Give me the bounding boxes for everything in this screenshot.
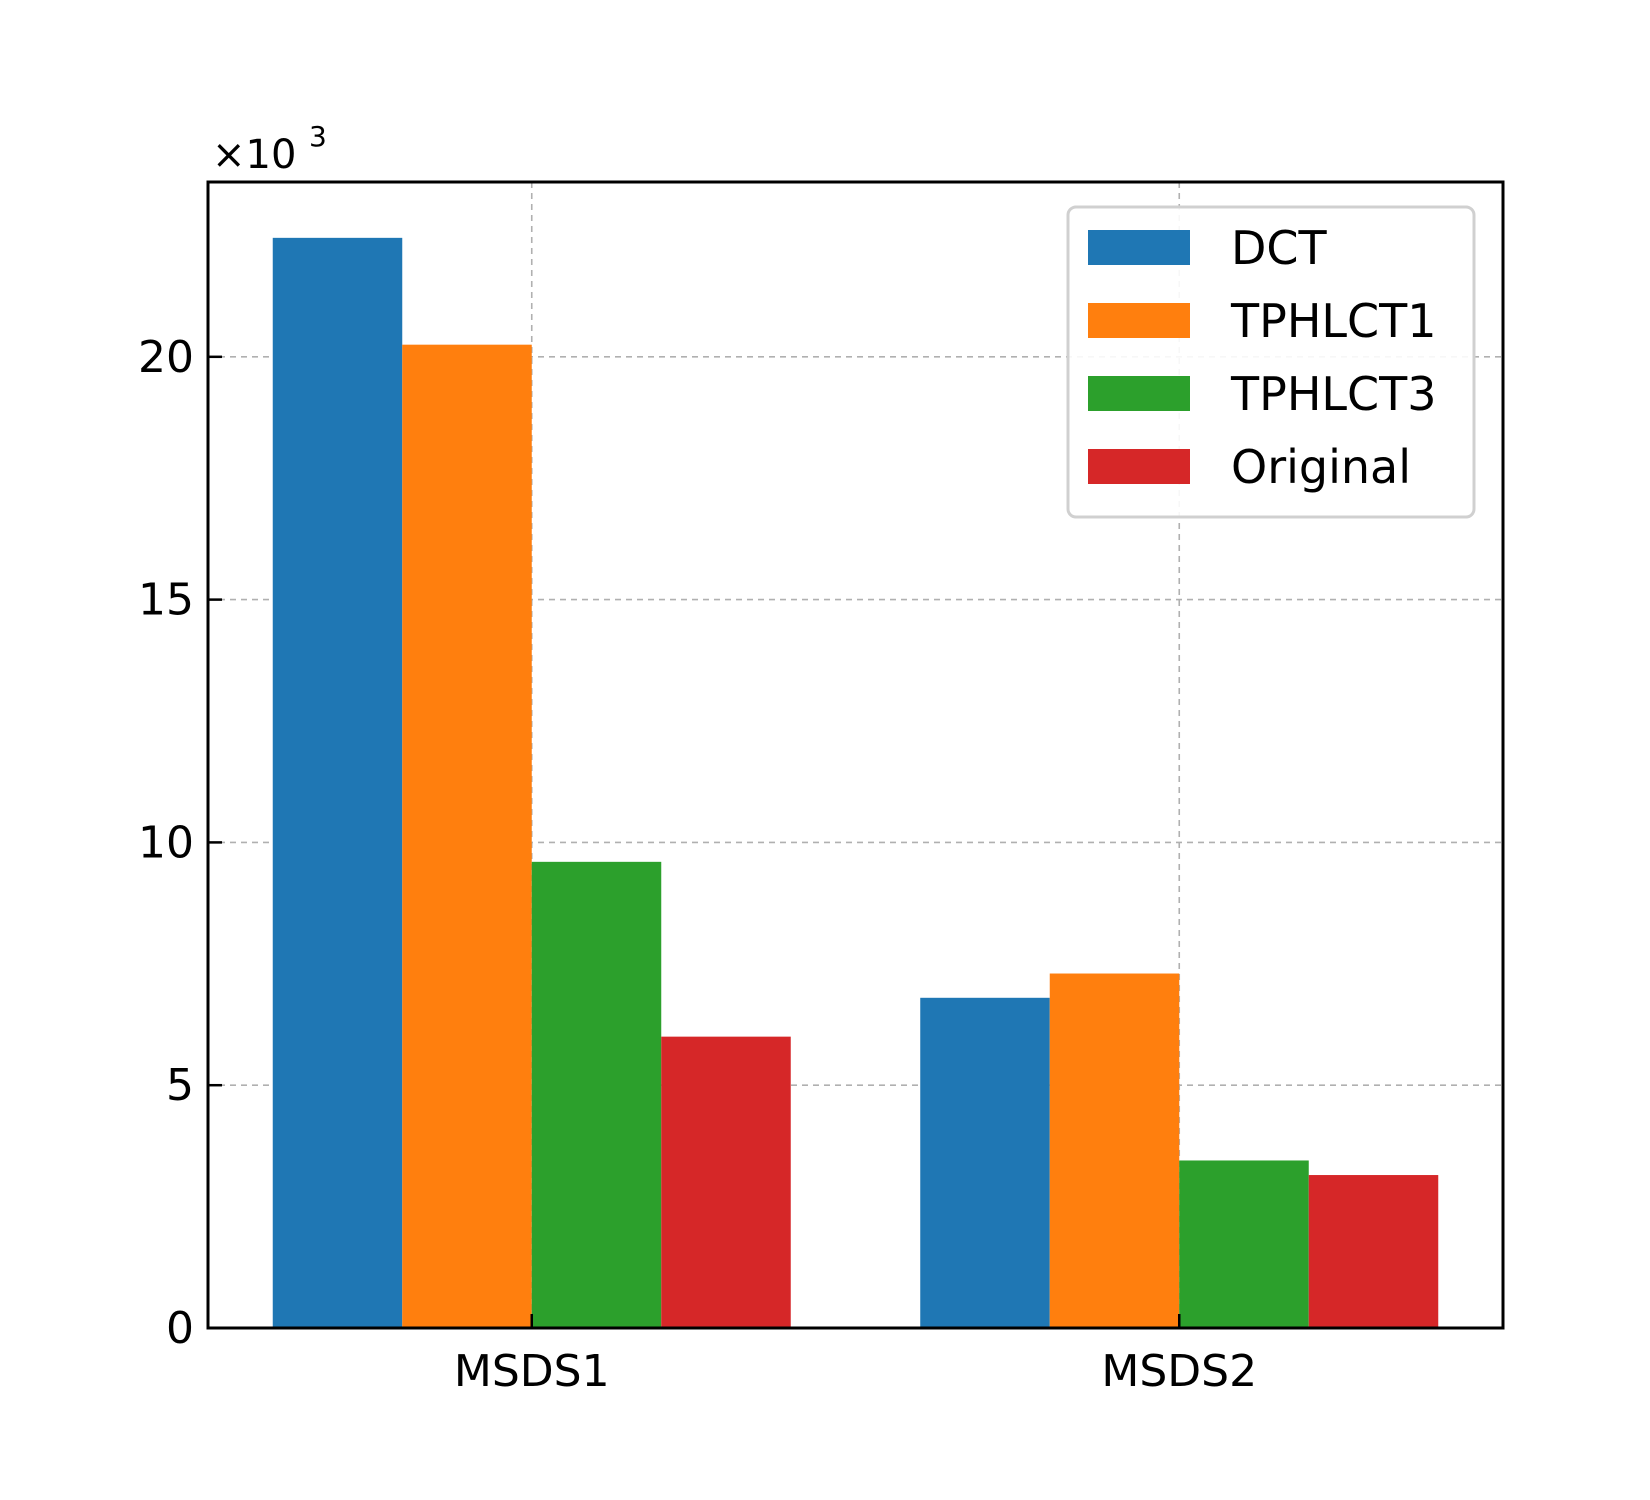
- legend-label: DCT: [1231, 221, 1328, 275]
- legend-label: TPHLCT1: [1230, 294, 1437, 348]
- bar-tphlct3-msds2: [1179, 1160, 1309, 1328]
- legend: DCT TPHLCT1 TPHLCT3 Original: [1066, 205, 1476, 519]
- legend-label: Original: [1231, 440, 1411, 494]
- y-tick-label: 15: [138, 575, 194, 626]
- legend-box: [1066, 205, 1476, 519]
- y-tick-label: 10: [138, 817, 194, 868]
- x-tick-label: MSDS2: [1101, 1346, 1257, 1397]
- bars-layer: [272, 237, 1439, 1329]
- y-tick-label: 0: [166, 1303, 194, 1354]
- bar-dct-msds2: [920, 997, 1050, 1328]
- x-tick-label: MSDS1: [454, 1346, 610, 1397]
- legend-swatch: [1088, 449, 1190, 484]
- bar-tphlct1-msds1: [402, 344, 532, 1329]
- bar-original-msds2: [1308, 1175, 1439, 1328]
- legend-swatch: [1088, 230, 1190, 265]
- bar-tphlct1-msds2: [1049, 973, 1180, 1328]
- y-tick-label: 20: [138, 332, 194, 383]
- bar-original-msds1: [661, 1036, 791, 1328]
- y-axis-multiplier: ×10 3: [212, 120, 327, 178]
- ticks-layer: 0 5 10 15 20 MSDS1 MSDS2: [138, 332, 1257, 1397]
- bar-dct-msds1: [272, 237, 403, 1328]
- legend-swatch: [1088, 376, 1190, 411]
- y-tick-label: 5: [166, 1060, 194, 1111]
- bar-tphlct3-msds1: [531, 861, 662, 1328]
- y-multiplier-exponent: 3: [309, 120, 327, 153]
- y-multiplier-base: ×10: [212, 132, 296, 178]
- legend-swatch: [1088, 303, 1190, 338]
- legend-label: TPHLCT3: [1230, 367, 1437, 421]
- axes-frame: [206, 180, 1505, 1330]
